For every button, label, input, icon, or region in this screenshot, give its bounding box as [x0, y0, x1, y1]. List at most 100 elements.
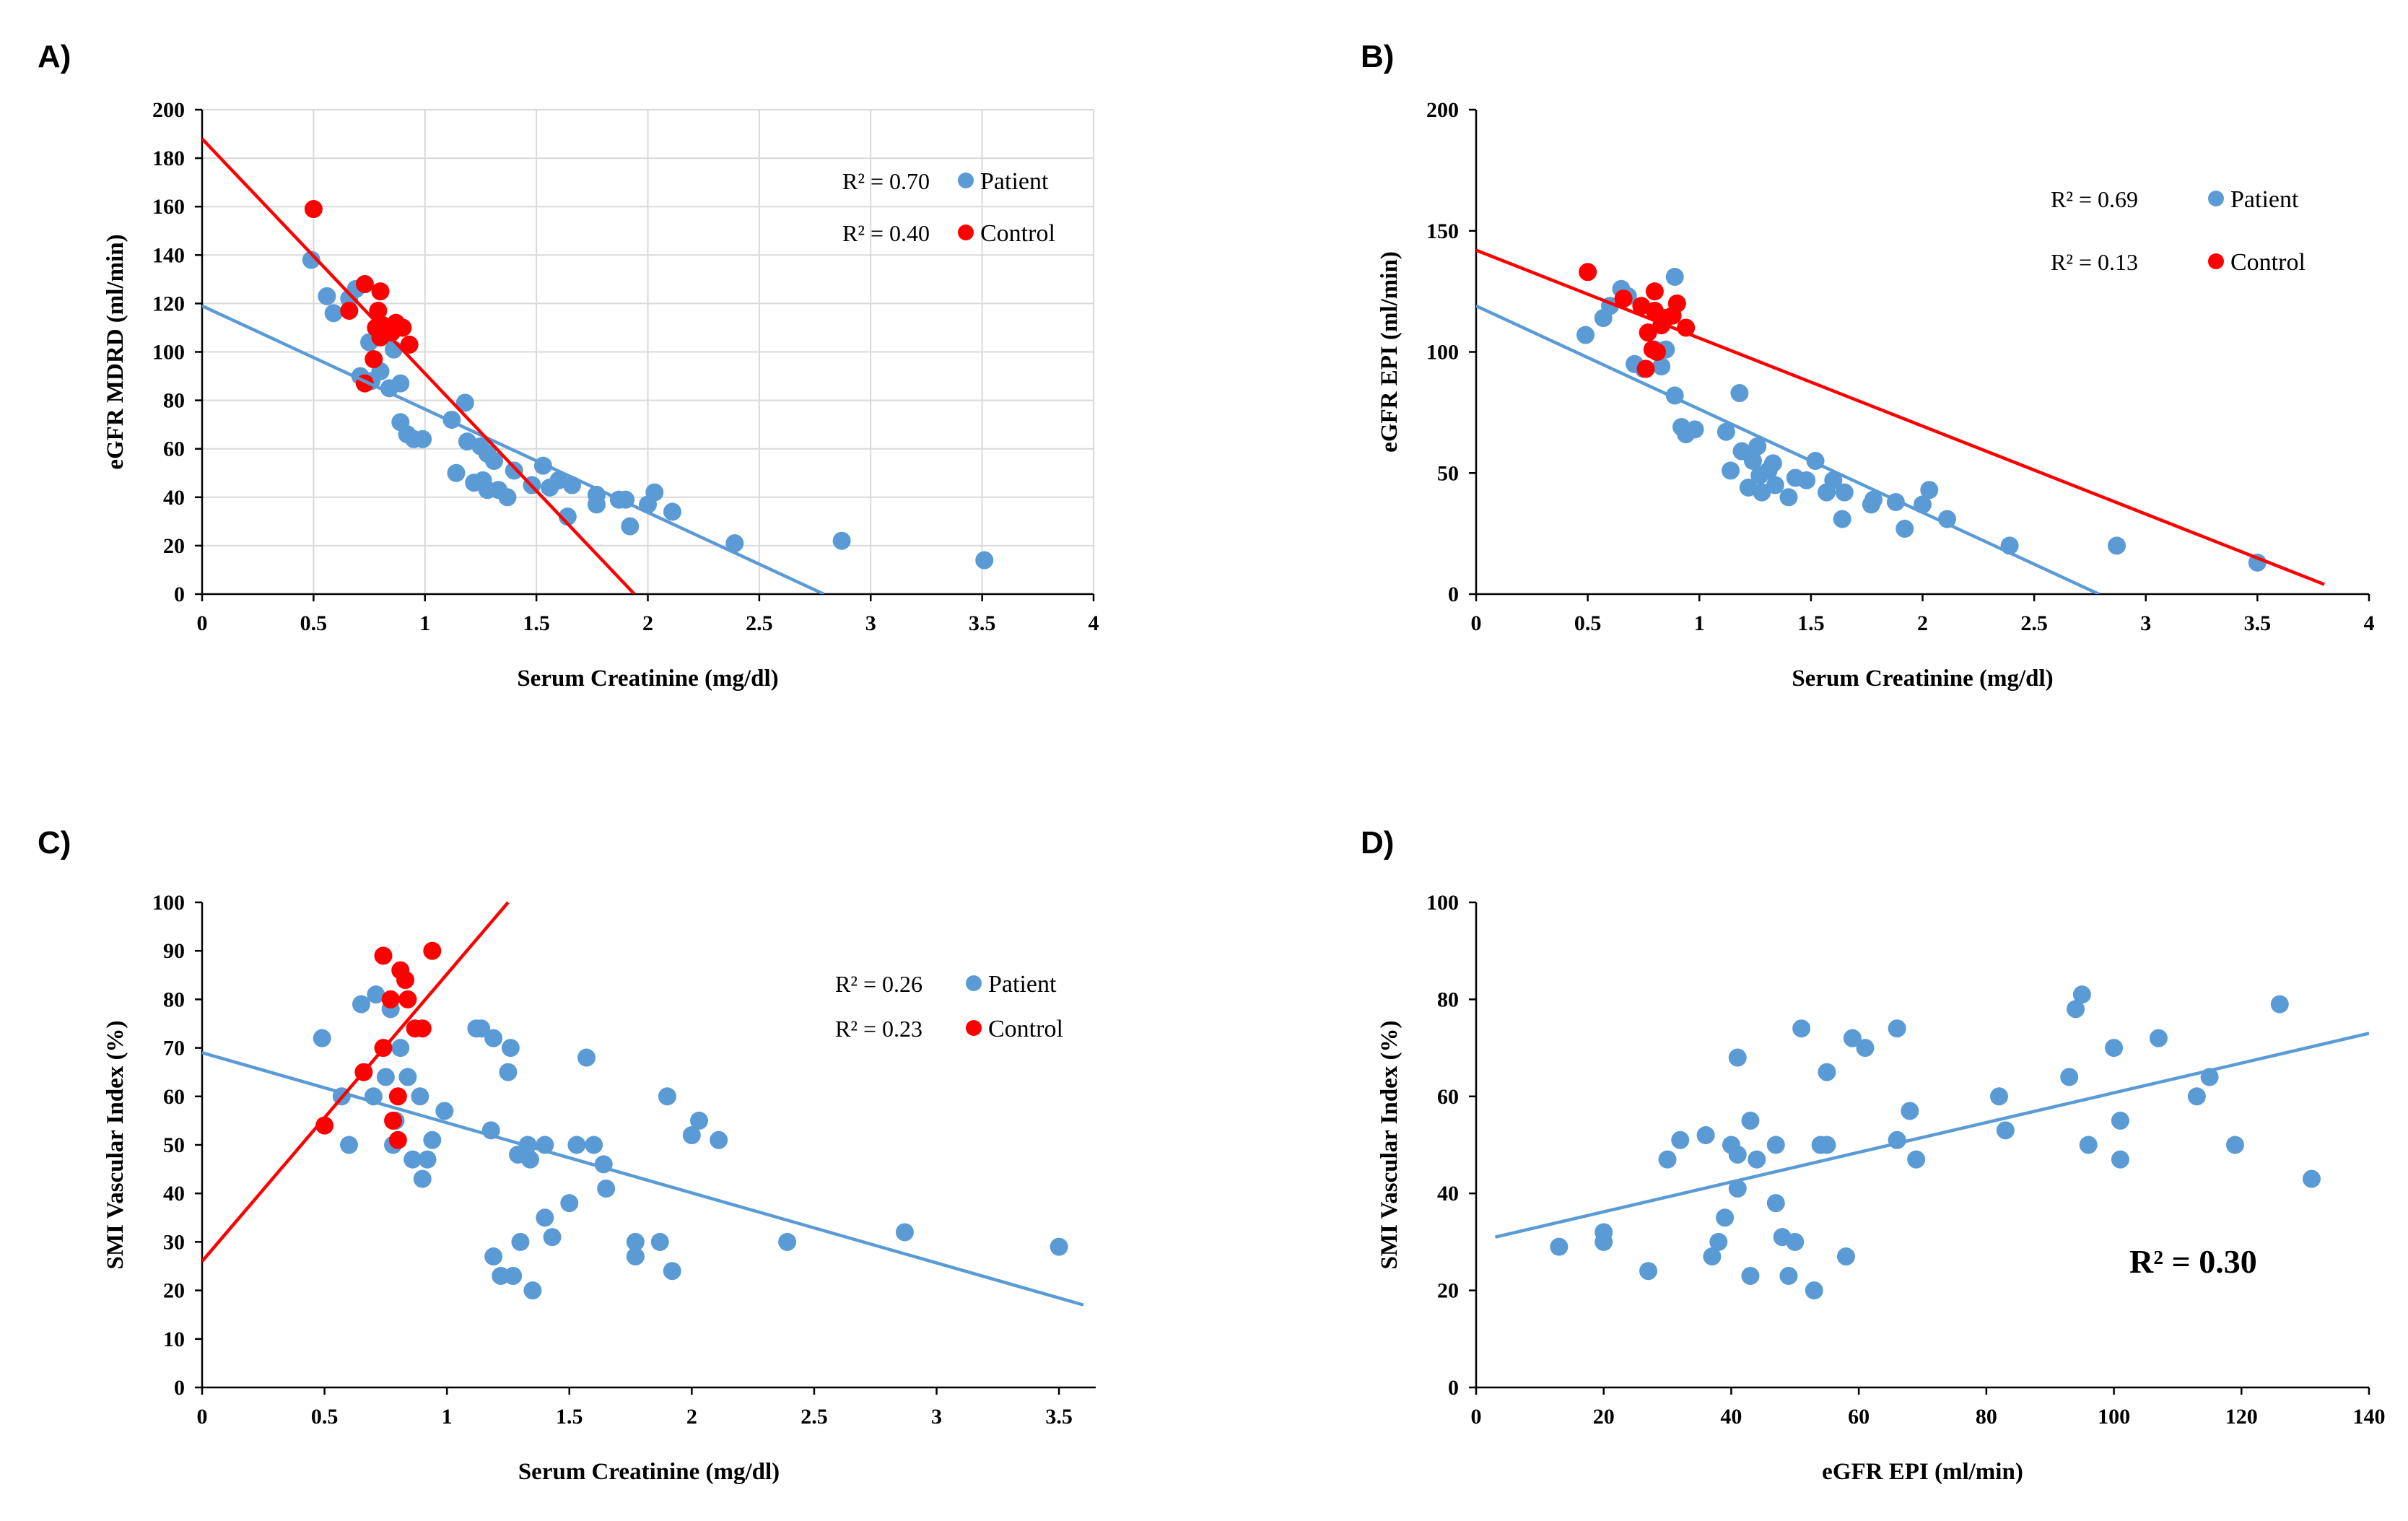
r-squared-annotation: R² = 0.30	[2129, 1243, 2257, 1280]
data-point-patient	[484, 1247, 503, 1266]
y-tick-label: 20	[163, 534, 185, 558]
data-point-patient	[1835, 483, 1854, 502]
data-point-patient	[536, 1208, 554, 1227]
y-tick-label: 40	[163, 486, 185, 510]
legend-marker-patient	[2208, 191, 2224, 206]
x-tick-label: 140	[2353, 1405, 2386, 1429]
data-point-patient	[1050, 1237, 1068, 1256]
data-point-patient	[1685, 420, 1704, 439]
data-point-patient	[505, 461, 523, 480]
y-tick-label: 20	[1437, 1279, 1459, 1303]
x-tick-label: 1	[419, 611, 430, 635]
data-point-patient	[1652, 357, 1671, 376]
data-point-patient	[499, 1063, 518, 1081]
data-point-patient	[2108, 536, 2126, 555]
data-point-patient	[2079, 1136, 2098, 1154]
data-point-patient	[398, 1068, 417, 1086]
data-point-control	[1645, 282, 1664, 301]
y-axis-title: SMI Vascular Index (%)	[1377, 1020, 1403, 1269]
data-point-patient	[313, 1029, 331, 1047]
r-squared-label: R² = 0.70	[842, 168, 930, 194]
data-point-patient	[501, 1039, 520, 1058]
data-point-patient	[2111, 1111, 2129, 1130]
data-point-control	[304, 200, 323, 219]
data-point-patient	[1836, 1247, 1855, 1266]
data-point-patient	[391, 374, 410, 393]
data-point-patient	[391, 1039, 410, 1058]
legend-marker-control	[958, 225, 974, 240]
y-tick-label: 140	[152, 243, 185, 267]
data-point-control	[1647, 343, 1666, 361]
y-axis-title: SMI Vascular Index (%)	[102, 1020, 128, 1269]
x-tick-label: 3.5	[1045, 1405, 1073, 1429]
data-point-control	[365, 350, 383, 369]
legend-label-control: Control	[988, 1016, 1063, 1042]
legend-label-control: Control	[980, 220, 1055, 247]
x-tick-label: 2	[642, 611, 653, 635]
y-tick-label: 100	[1426, 891, 1459, 915]
panel-label: C)	[38, 825, 71, 860]
data-point-control	[381, 990, 400, 1008]
y-tick-label: 50	[1437, 461, 1459, 485]
data-point-patient	[1792, 1019, 1811, 1038]
data-point-control	[369, 301, 388, 320]
y-tick-label: 90	[163, 939, 185, 963]
data-point-patient	[2149, 1029, 2168, 1047]
y-tick-label: 80	[163, 988, 185, 1011]
data-point-patient	[498, 488, 517, 507]
data-point-control	[1579, 263, 1597, 282]
y-tick-label: 20	[163, 1279, 185, 1303]
data-point-patient	[1763, 454, 1782, 473]
y-tick-label: 80	[163, 389, 185, 413]
data-point-patient	[1805, 1281, 1823, 1300]
y-tick-label: 30	[163, 1230, 185, 1254]
y-tick-label: 120	[152, 292, 185, 315]
data-point-patient	[626, 1232, 645, 1251]
trendline-patient	[1494, 1032, 2369, 1239]
data-point-patient	[1748, 1150, 1766, 1169]
x-tick-label: 0.5	[1574, 611, 1602, 635]
data-point-patient	[520, 1150, 539, 1169]
x-tick-label: 0	[1471, 611, 1482, 635]
data-point-patient	[1824, 471, 1843, 489]
data-point-patient	[1658, 1150, 1677, 1169]
data-point-patient	[1920, 481, 1939, 500]
data-point-patient	[324, 304, 343, 323]
x-tick-label: 2.5	[2020, 611, 2048, 635]
x-tick-label: 2	[686, 1405, 697, 1429]
data-point-patient	[1595, 1232, 1613, 1251]
y-tick-label: 50	[163, 1133, 185, 1157]
x-tick-label: 1	[1694, 611, 1705, 635]
x-tick-label: 4	[1089, 611, 1099, 635]
y-tick-label: 180	[152, 147, 185, 170]
x-axis-title: Serum Creatinine (mg/dl)	[517, 666, 778, 692]
y-tick-label: 100	[152, 891, 185, 915]
y-tick-label: 60	[163, 1085, 185, 1109]
x-tick-label: 0	[1471, 1405, 1482, 1429]
x-tick-label: 1.5	[556, 1405, 583, 1429]
panel-a: A)0 0.5 1 1.5 2 2.5 3 3.5 4020406080100120140160…	[38, 39, 1099, 692]
series-patient	[302, 250, 994, 570]
data-point-patient	[895, 1223, 914, 1242]
data-point-patient	[567, 1136, 586, 1154]
y-tick-label: 80	[1437, 988, 1459, 1011]
legend-marker-control	[2208, 253, 2224, 269]
data-point-patient	[832, 531, 851, 550]
x-tick-label: 0	[197, 1405, 208, 1429]
x-tick-label: 1.5	[523, 611, 550, 635]
x-axis-title: Serum Creatinine (mg/dl)	[1792, 666, 2053, 692]
data-point-patient	[658, 1087, 676, 1106]
trendline-control	[202, 901, 510, 1263]
data-point-patient	[2111, 1150, 2129, 1169]
data-point-patient	[1709, 1232, 1728, 1251]
data-point-control	[396, 971, 415, 990]
data-point-control	[1639, 323, 1657, 342]
data-point-patient	[1907, 1150, 1926, 1169]
data-point-patient	[778, 1232, 797, 1251]
data-point-patient	[1864, 490, 1883, 509]
data-point-patient	[411, 1087, 429, 1106]
x-tick-label: 4	[2364, 611, 2375, 635]
panel-label: D)	[1361, 825, 1394, 860]
data-point-patient	[1786, 1232, 1805, 1251]
data-point-patient	[663, 502, 681, 521]
